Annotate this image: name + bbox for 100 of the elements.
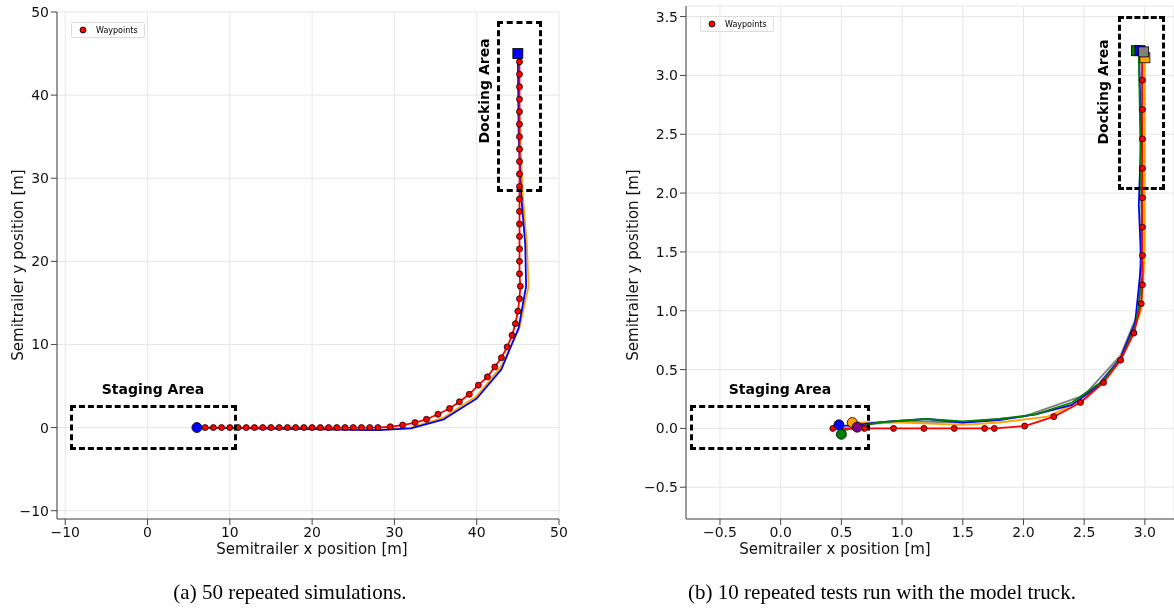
point	[1021, 422, 1029, 430]
annotation: Staging Area	[728, 381, 832, 397]
point	[516, 70, 523, 78]
point	[374, 424, 382, 431]
point	[308, 424, 316, 431]
x-tick-label: 1.0	[890, 523, 914, 540]
x-tick-label: 30	[385, 523, 404, 540]
y-tick-label: −0.5	[644, 479, 678, 496]
point	[349, 424, 357, 431]
point	[333, 424, 341, 431]
point	[851, 421, 863, 433]
point	[491, 363, 499, 371]
x-tick-label: 0	[143, 523, 152, 540]
x-tick-label: 3.0	[1133, 523, 1156, 540]
point	[516, 295, 523, 303]
y-tick-label: 0	[40, 419, 49, 436]
x-axis-title: Semitrailer x position [m]	[738, 540, 932, 558]
point	[516, 95, 523, 103]
point	[267, 424, 275, 431]
point	[1139, 135, 1146, 143]
point	[1139, 76, 1146, 84]
x-tick-label: 50	[550, 523, 568, 540]
point	[508, 331, 516, 339]
point	[366, 424, 374, 431]
y-tick-label: 2.5	[655, 126, 678, 143]
x-tick-label: 0.0	[769, 523, 792, 540]
text: (b) 10 repeated tests run with the model truck.	[688, 579, 1076, 605]
point	[446, 405, 453, 412]
point	[516, 282, 524, 290]
point	[920, 425, 928, 432]
point	[516, 145, 523, 153]
point	[516, 270, 523, 278]
point	[516, 183, 523, 190]
x-tick-label: 40	[467, 523, 486, 540]
annotation: Staging Area	[101, 381, 205, 397]
point	[1139, 223, 1146, 231]
point	[1138, 46, 1150, 58]
point	[512, 48, 524, 59]
point	[399, 421, 407, 429]
point	[209, 424, 217, 431]
point	[300, 424, 308, 431]
point	[1139, 106, 1146, 113]
x-tick-label: 2.0	[1012, 523, 1035, 540]
y-tick-label: 1.0	[655, 302, 678, 319]
point	[1077, 399, 1084, 406]
point	[1139, 252, 1146, 259]
y-tick-label: 3.5	[655, 8, 678, 25]
point	[341, 424, 349, 431]
point	[325, 424, 332, 431]
y-tick-label: 1.5	[655, 243, 678, 260]
point	[516, 233, 523, 240]
point	[514, 307, 522, 315]
y-tick-label: 0.5	[655, 361, 678, 378]
annotation: Docking Area	[476, 38, 492, 144]
point	[465, 390, 473, 398]
point	[516, 83, 523, 91]
point	[516, 58, 523, 66]
point	[484, 373, 491, 381]
point	[456, 398, 463, 406]
x-tick-label: 2.5	[1073, 523, 1096, 540]
point	[259, 424, 267, 431]
point	[358, 424, 365, 431]
y-tick-label: 0.0	[655, 420, 678, 437]
point	[284, 424, 291, 431]
point	[386, 423, 394, 431]
point	[516, 120, 523, 128]
point	[516, 208, 523, 215]
point	[511, 320, 519, 328]
point	[242, 424, 250, 431]
point	[516, 158, 523, 166]
point	[292, 424, 300, 431]
point	[950, 425, 958, 432]
point	[1139, 281, 1146, 289]
y-axis-title: Semitrailer y position [m]	[9, 169, 27, 361]
x-tick-label: 20	[303, 523, 322, 540]
point	[516, 108, 523, 116]
y-axis-title: Semitrailer y position [m]	[624, 169, 642, 361]
x-tick-label: 1.5	[951, 523, 974, 540]
point	[474, 381, 482, 389]
point	[516, 133, 523, 141]
y-tick-label: 3.0	[655, 67, 678, 84]
x-tick-label: −0.5	[702, 523, 737, 540]
point	[990, 425, 998, 432]
x-tick-label: 0.5	[830, 523, 853, 540]
point	[1139, 194, 1146, 202]
point	[503, 343, 511, 351]
legend-label: Waypoints	[725, 19, 767, 29]
point	[516, 245, 523, 253]
y-tick-label: 50	[31, 3, 49, 20]
point	[516, 170, 523, 178]
point	[1137, 300, 1145, 308]
point	[497, 354, 505, 362]
point	[411, 419, 419, 426]
x-axis-title: Semitrailer x position [m]	[215, 540, 409, 558]
y-tick-label: 20	[31, 253, 49, 270]
point	[251, 424, 258, 431]
y-tick-label: 2.0	[655, 185, 678, 202]
point	[201, 424, 209, 431]
point	[218, 424, 225, 431]
y-tick-label: 30	[31, 170, 49, 187]
